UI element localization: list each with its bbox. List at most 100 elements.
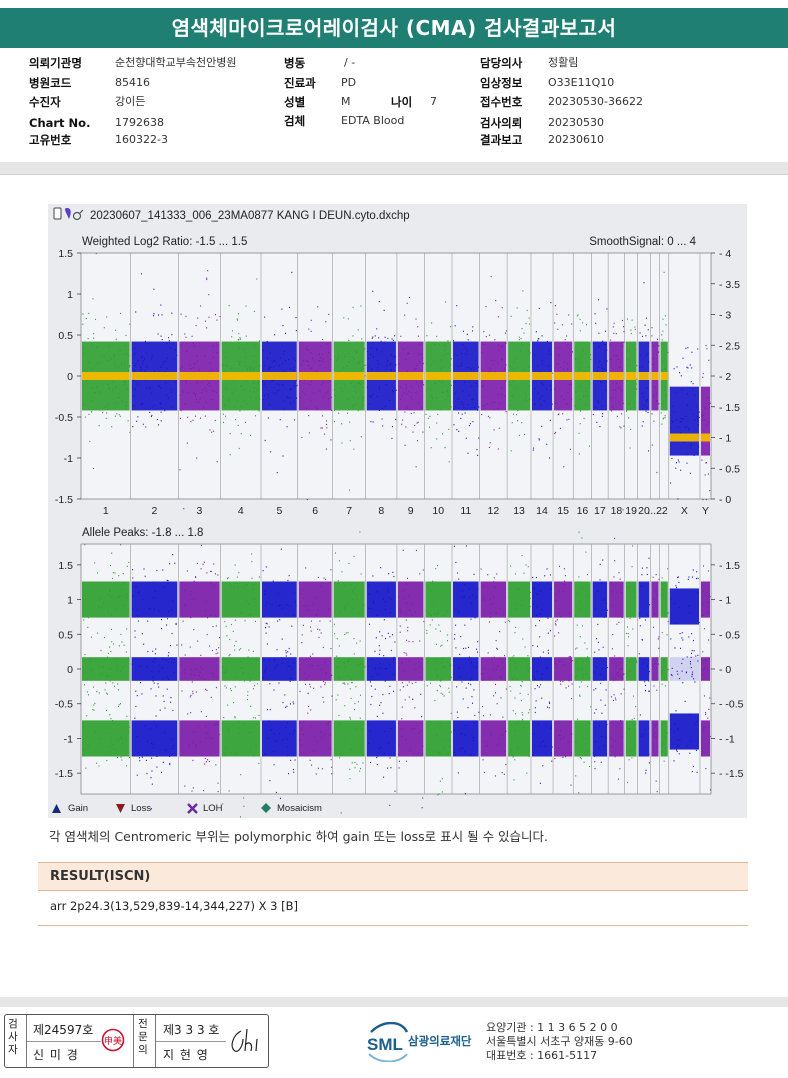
allele-point	[470, 683, 472, 686]
allele-peak-band	[651, 720, 659, 757]
allele-point	[682, 658, 684, 660]
allele-point	[581, 735, 583, 737]
log2-point	[373, 355, 375, 358]
log2-point	[321, 345, 323, 347]
log2-point	[200, 305, 202, 307]
allele-point	[294, 759, 296, 761]
allele-point	[251, 577, 253, 579]
allele-point	[105, 682, 107, 684]
allele-point	[308, 705, 310, 708]
log2-point	[629, 399, 631, 401]
log2-point	[378, 300, 380, 303]
allele-point	[349, 688, 351, 690]
specialist-label: 전문의	[137, 1018, 151, 1057]
allele-point	[150, 688, 152, 690]
log2-point	[270, 366, 272, 368]
allele-point	[456, 711, 458, 713]
allele-point	[240, 612, 242, 614]
log2-point	[483, 331, 485, 333]
allele-point	[555, 620, 557, 622]
allele-point	[231, 753, 233, 755]
allele-point	[571, 674, 573, 677]
allele-point	[122, 666, 124, 669]
allele-point	[235, 752, 237, 754]
allele-point	[440, 645, 442, 647]
log2-point	[328, 397, 330, 400]
allele-point	[123, 582, 125, 584]
allele-peak-band	[669, 588, 699, 625]
log2-point	[647, 353, 649, 355]
log2-point	[490, 275, 492, 278]
log2-point	[88, 312, 90, 315]
allele-point	[644, 681, 646, 683]
allele-point	[582, 587, 584, 589]
log2-point	[237, 313, 239, 315]
allele-point	[430, 589, 432, 592]
allele-point	[527, 693, 529, 695]
y-tick-label: -0.5	[55, 699, 73, 711]
allele-point	[248, 603, 250, 605]
log2-point	[606, 308, 608, 310]
allele-point	[157, 683, 159, 685]
log2-point	[406, 407, 408, 409]
allele-point	[514, 632, 516, 634]
log2-point	[677, 426, 679, 428]
allele-point	[590, 706, 592, 708]
log2-point	[472, 330, 474, 332]
log2-point	[419, 343, 421, 345]
allele-point	[117, 756, 119, 759]
allele-point	[575, 675, 577, 677]
log2-point	[123, 380, 125, 383]
allele-point	[399, 608, 401, 610]
log2-point	[429, 369, 431, 371]
allele-point	[120, 756, 122, 758]
allele-point	[92, 708, 94, 711]
log2-point	[652, 345, 654, 347]
allele-peak-band	[131, 581, 178, 618]
log2-point	[322, 381, 324, 384]
allele-point	[275, 740, 277, 742]
log2-point	[581, 347, 583, 350]
allele-point	[406, 654, 408, 656]
log2-point	[235, 419, 237, 421]
log2-point	[102, 412, 104, 414]
log2-point	[675, 467, 677, 469]
log2-point	[311, 380, 313, 383]
log2-point	[319, 390, 321, 392]
y2-tick-label: - 2	[719, 371, 731, 383]
log2-point	[355, 403, 357, 405]
log2-point	[541, 382, 543, 384]
allele-point	[137, 591, 139, 594]
allele-point	[600, 699, 602, 701]
log2-point	[527, 350, 529, 352]
allele-point	[622, 678, 624, 680]
log2-point	[303, 393, 305, 395]
log2-point	[612, 408, 614, 410]
log2-point	[125, 334, 127, 337]
allele-point	[635, 660, 637, 662]
allele-point	[117, 581, 119, 584]
allele-point	[209, 645, 211, 647]
log2-point	[82, 313, 84, 315]
allele-point	[638, 653, 640, 655]
log2-point	[457, 398, 459, 400]
log2-point	[570, 384, 572, 386]
allele-point	[621, 592, 623, 594]
allele-point	[292, 768, 294, 771]
allele-point	[455, 753, 457, 756]
allele-point	[613, 694, 615, 696]
allele-point	[458, 667, 460, 669]
log2-point	[390, 369, 392, 371]
allele-peak-band	[480, 657, 507, 681]
log2-point	[546, 340, 548, 343]
allele-point	[105, 709, 107, 712]
allele-point	[140, 682, 142, 684]
allele-point	[411, 603, 413, 605]
allele-point	[265, 632, 267, 634]
log2-point	[467, 404, 469, 406]
log2-point	[590, 354, 592, 356]
allele-point	[426, 685, 428, 687]
log2-point	[628, 417, 630, 419]
allele-point	[318, 636, 320, 639]
allele-point	[232, 630, 234, 632]
